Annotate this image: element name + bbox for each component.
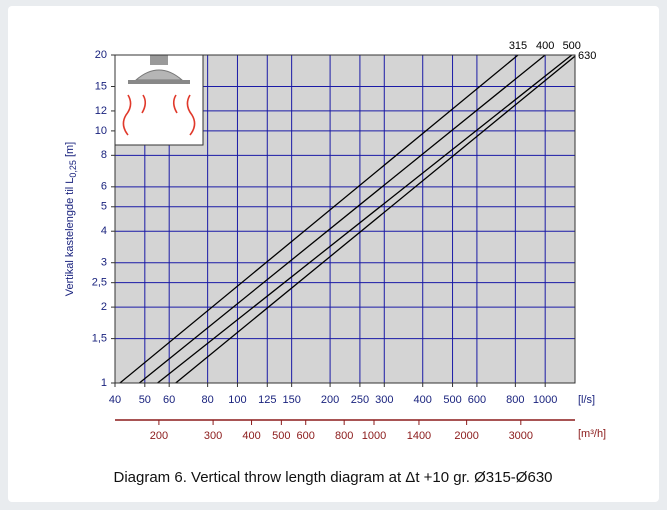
x2-tick-label: 300 xyxy=(204,430,222,442)
plot-border xyxy=(114,54,576,384)
x-tick-label: 125 xyxy=(258,394,276,406)
x2-tick-label: 3000 xyxy=(509,430,533,442)
x2-tick-label: 200 xyxy=(150,430,168,442)
x-tick-label: 800 xyxy=(506,394,524,406)
x-tick-label: 1000 xyxy=(533,394,557,406)
x-tick-label: 400 xyxy=(414,394,432,406)
caption: Diagram 6. Vertical throw length diagram… xyxy=(114,469,553,486)
y-tick-label: 6 xyxy=(101,181,107,193)
y-label-unit: [m] xyxy=(64,142,76,160)
x-tick-label: 100 xyxy=(228,394,246,406)
y-tick-label: 1 xyxy=(101,377,107,389)
x-axis-label: [l/s] xyxy=(578,394,595,406)
y-label-sub: 0,25 xyxy=(68,160,78,178)
series-line xyxy=(175,55,575,383)
y-tick-label: 10 xyxy=(95,125,107,137)
x2-tick-label: 800 xyxy=(335,430,353,442)
x-tick-label: 300 xyxy=(375,394,393,406)
y-tick-label: 4 xyxy=(101,225,107,237)
x-tick-label: 150 xyxy=(282,394,300,406)
series-line xyxy=(119,54,519,383)
series-line xyxy=(157,54,573,383)
x2-tick-label: 600 xyxy=(297,430,315,442)
series-line xyxy=(138,54,546,383)
y-axis-label: Vertikal kastelengde til L0,25 [m] xyxy=(64,142,78,297)
inset-image xyxy=(114,54,204,146)
x-tick-label: 600 xyxy=(468,394,486,406)
y-tick-label: 2,5 xyxy=(92,277,107,289)
y-tick-label: 3 xyxy=(101,257,107,269)
series-label: 630 xyxy=(578,50,596,62)
x2-tick-label: 1000 xyxy=(362,430,386,442)
y-tick-label: 1,5 xyxy=(92,333,107,345)
x-tick-label: 250 xyxy=(351,394,369,406)
y-tick-label: 15 xyxy=(95,80,107,92)
x2-tick-label: 2000 xyxy=(454,430,478,442)
x-tick-label: 200 xyxy=(321,394,339,406)
y-tick-label: 8 xyxy=(101,149,107,161)
y-label-main: Vertikal kastelengde til L xyxy=(64,178,76,297)
y-tick-label: 2 xyxy=(101,301,107,313)
x2-tick-label: 1400 xyxy=(407,430,431,442)
x-tick-label: 500 xyxy=(443,394,461,406)
series-label: 315 xyxy=(509,40,527,52)
y-tick-label: 5 xyxy=(101,201,107,213)
x2-tick-label: 500 xyxy=(272,430,290,442)
series-label: 400 xyxy=(536,40,554,52)
x2-axis-label: [m³/h] xyxy=(578,428,606,440)
x-tick-label: 40 xyxy=(109,394,121,406)
x-tick-label: 60 xyxy=(163,394,175,406)
y-tick-label: 12 xyxy=(95,105,107,117)
y-tick-label: 20 xyxy=(95,49,107,61)
x-tick-label: 50 xyxy=(139,394,151,406)
x2-tick-label: 400 xyxy=(242,430,260,442)
x-tick-label: 80 xyxy=(202,394,214,406)
series-label: 500 xyxy=(563,40,581,52)
